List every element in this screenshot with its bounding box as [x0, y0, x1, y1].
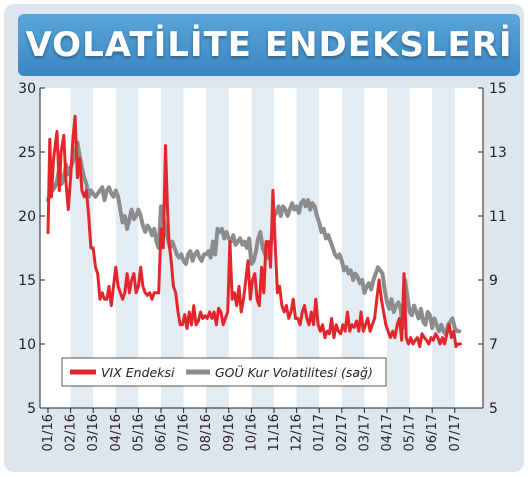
left-tick-label: 5: [27, 401, 36, 417]
left-tick-label: 10: [18, 337, 36, 353]
x-tick-label: 05/17: [403, 414, 418, 451]
right-tick-label: 5: [489, 401, 498, 417]
right-tick-label: 15: [489, 81, 507, 97]
x-tick-label: 10/16: [244, 414, 259, 451]
right-tick-label: 9: [489, 273, 498, 289]
x-tick-label: 09/16: [222, 414, 237, 451]
x-tick-label: 03/16: [86, 414, 101, 451]
chart-title: VOLATİLİTE ENDEKSLERİ: [25, 25, 513, 65]
month-band: [296, 88, 320, 408]
right-tick-label: 13: [489, 145, 507, 161]
x-tick-label: 03/17: [357, 414, 372, 451]
legend-label-gou: GOÜ Kur Volatilitesi (sağ): [215, 364, 373, 380]
left-tick-label: 20: [18, 209, 36, 225]
right-tick-label: 11: [489, 209, 507, 225]
series-line-gou: [46, 140, 462, 337]
x-tick-label: 04/16: [109, 414, 124, 451]
month-band: [432, 88, 455, 408]
x-tick-label: 11/16: [267, 414, 282, 451]
series-line-vix: [46, 114, 462, 349]
x-tick-label: 07/17: [448, 414, 463, 451]
x-tick-label: 07/16: [177, 414, 192, 451]
x-tick-label: 06/17: [425, 414, 440, 451]
x-tick-label: 06/16: [154, 414, 169, 451]
right-tick-label: 7: [489, 337, 498, 353]
x-tick-label: 08/16: [199, 414, 214, 451]
legend-box: [61, 357, 387, 387]
x-tick-label: 05/16: [131, 414, 146, 451]
series-layer: [46, 114, 462, 349]
legend-label-vix: VIX Endeksi: [101, 365, 175, 380]
left-tick-label: 15: [18, 273, 36, 289]
right-axis-ticks: 5 7 9 11 13 15: [478, 81, 507, 417]
x-tick-label: 02/16: [64, 414, 79, 451]
left-tick-label: 30: [18, 81, 36, 97]
left-axis-ticks: 5 10 15 20 25 30: [18, 81, 45, 417]
x-axis-ticks: 01/16 02/16 03/16 04/16 05/16 06/16 07/16 08/16…: [41, 408, 463, 451]
left-tick-label: 25: [18, 145, 36, 161]
month-band: [115, 88, 139, 408]
month-band: [387, 88, 410, 408]
x-tick-label: 12/16: [290, 414, 305, 451]
x-tick-label: 01/16: [41, 414, 56, 451]
legend: VIX Endeksi GOÜ Kur Volatilitesi (sağ): [61, 357, 387, 387]
x-tick-label: 01/17: [312, 414, 327, 451]
x-tick-label: 04/17: [380, 414, 395, 451]
x-tick-label: 02/17: [335, 414, 350, 451]
title-banner: VOLATİLİTE ENDEKSLERİ: [18, 14, 520, 76]
